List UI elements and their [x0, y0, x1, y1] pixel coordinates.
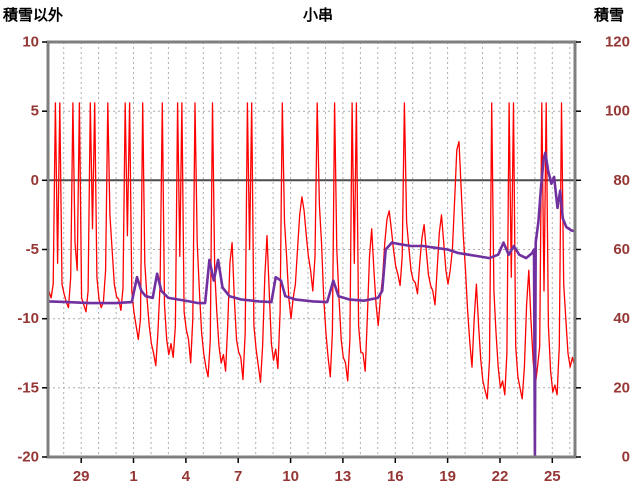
svg-text:1: 1: [129, 468, 137, 485]
chart-title: 小串: [302, 7, 333, 24]
svg-text:40: 40: [613, 310, 630, 327]
svg-text:29: 29: [73, 468, 90, 485]
svg-text:0: 0: [31, 172, 39, 189]
svg-text:22: 22: [492, 468, 509, 485]
svg-text:-10: -10: [17, 310, 39, 327]
svg-text:16: 16: [387, 468, 404, 485]
svg-text:25: 25: [544, 468, 561, 485]
svg-text:5: 5: [31, 103, 39, 120]
svg-text:-20: -20: [17, 449, 39, 466]
svg-text:-15: -15: [17, 379, 39, 396]
svg-text:0: 0: [622, 449, 630, 466]
svg-text:60: 60: [613, 241, 630, 258]
svg-text:10: 10: [22, 34, 39, 51]
svg-text:20: 20: [613, 379, 630, 396]
svg-text:10: 10: [282, 468, 299, 485]
svg-text:100: 100: [605, 103, 630, 120]
svg-text:4: 4: [182, 468, 191, 485]
svg-text:7: 7: [234, 468, 242, 485]
left-axis-title: 積雪以外: [3, 7, 64, 24]
svg-text:-5: -5: [26, 241, 39, 258]
right-axis-title: 積雪: [593, 7, 624, 24]
svg-text:19: 19: [439, 468, 456, 485]
svg-text:80: 80: [613, 172, 630, 189]
svg-text:120: 120: [605, 34, 630, 51]
svg-text:13: 13: [335, 468, 352, 485]
